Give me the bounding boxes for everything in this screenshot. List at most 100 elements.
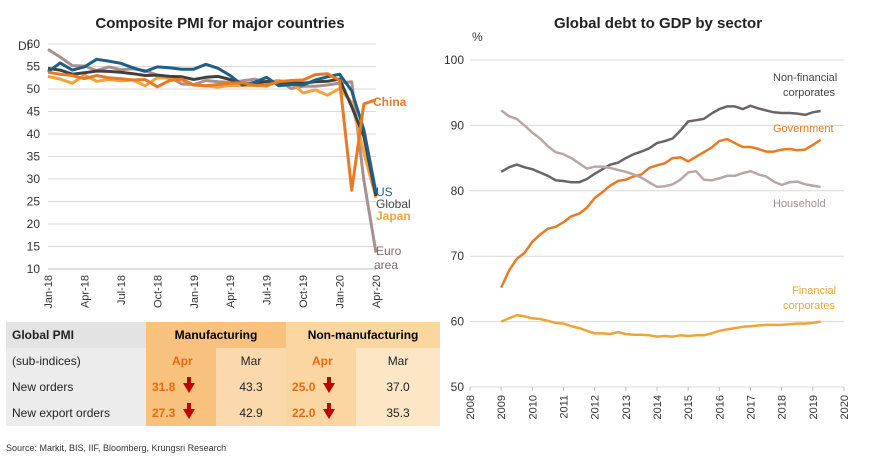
nonmanufacturing-apr-header: Apr	[286, 348, 357, 374]
x-tick-label: Apr-20	[371, 275, 383, 308]
x-tick-label: Jan-20	[335, 275, 347, 309]
y-tick-label: 30	[27, 172, 41, 186]
y-tick-label: 55	[27, 60, 41, 74]
x-tick-label: 2018	[777, 395, 789, 419]
manufacturing-header: Manufacturing	[146, 322, 287, 348]
x-tick-label: Jan-19	[189, 275, 201, 309]
debt-series-labels: Non-financial corporates Government Hous…	[773, 72, 837, 312]
debt-y-unit: %	[472, 30, 483, 44]
series-label-japan: Japan	[376, 209, 411, 223]
value-cell: 43.3	[216, 374, 287, 400]
y-tick-label: 10	[27, 262, 41, 276]
pmi-y-unit: DI	[18, 39, 30, 53]
series-line-government	[500, 137, 822, 289]
series-line-global	[47, 66, 378, 197]
series-label-financial-1: Financial	[792, 285, 836, 297]
table-subheader-row: (sub-indices) Apr Mar Apr Mar	[6, 348, 441, 374]
series-label-nonfin-2: corporates	[783, 87, 835, 99]
y-tick-label: 60	[27, 37, 41, 51]
series-line-financial	[500, 313, 821, 338]
row-label: New export orders	[6, 400, 146, 426]
x-tick-label: 2020	[839, 395, 851, 419]
value-cell: 22.0	[292, 406, 316, 420]
x-tick-label: Apr-19	[225, 275, 237, 308]
x-tick-label: 2014	[652, 395, 664, 419]
global-pmi-table: Global PMI Manufacturing Non-manufacturi…	[6, 322, 441, 426]
y-tick-label: 90	[451, 118, 465, 132]
y-tick-label: 100	[444, 53, 464, 67]
x-tick-label: Jan-18	[43, 275, 55, 309]
x-tick-label: Jul-19	[262, 275, 274, 305]
x-tick-label: 2008	[465, 395, 477, 419]
row-label: New orders	[6, 374, 146, 400]
series-line-china	[47, 70, 377, 192]
x-tick-label: Jul-18	[116, 275, 128, 305]
table-title: Global PMI	[6, 322, 146, 348]
x-tick-label: 2010	[527, 395, 539, 419]
series-label-household: Household	[773, 198, 826, 210]
y-tick-label: 50	[451, 380, 465, 394]
pmi-series-labels: China US Global Japan Euro area	[373, 95, 411, 272]
series-label-china: China	[373, 95, 407, 109]
down-arrow-icon	[323, 402, 336, 419]
series-line-us	[47, 57, 378, 193]
nonmanufacturing-header: Non-manufacturing	[286, 322, 441, 348]
table-header-row: Global PMI Manufacturing Non-manufacturi…	[6, 322, 441, 348]
series-label-financial-2: corporates	[783, 300, 835, 312]
debt-x-ticks: 2008 2009 2010 2011 2012 2013 2014 2015 2016 2017…	[465, 387, 851, 419]
value-cell: 37.0	[356, 374, 441, 400]
debt-y-ticks: 50 60 70 80 90 100	[444, 53, 464, 394]
debt-series-lines	[500, 104, 822, 338]
y-tick-label: 60	[451, 315, 465, 329]
debt-gridlines	[470, 59, 844, 388]
pmi-y-ticks: 10 15 20 25 30 35 40 45 50 55 60	[27, 37, 41, 276]
y-tick-label: 20	[27, 217, 41, 231]
x-tick-label: 2013	[621, 395, 633, 419]
table-row: New orders 31.8 43.3 25.0 37.0	[6, 374, 441, 400]
table-row: New export orders 27.3 42.9 22.0 35.3	[6, 400, 441, 426]
value-cell: 35.3	[356, 400, 441, 426]
value-cell: 27.3	[152, 406, 176, 420]
y-tick-label: 25	[27, 195, 41, 209]
manufacturing-mar-header: Mar	[216, 348, 287, 374]
value-cell: 25.0	[292, 380, 316, 394]
x-tick-label: 2012	[590, 395, 602, 419]
x-tick-label: 2009	[496, 395, 508, 419]
down-arrow-icon	[323, 376, 336, 393]
x-tick-label: 2017	[746, 395, 758, 419]
y-tick-label: 70	[451, 249, 465, 263]
x-tick-label: 2011	[559, 395, 571, 419]
manufacturing-apr-header: Apr	[146, 348, 216, 374]
series-line-euro-area	[47, 48, 378, 254]
value-cell: 42.9	[216, 400, 287, 426]
x-tick-label: Oct-18	[152, 275, 164, 308]
series-label-global: Global	[376, 197, 411, 211]
down-arrow-icon	[183, 376, 196, 393]
series-label-euro-area: area	[374, 258, 398, 272]
series-label-nonfin-1: Non-financial	[773, 72, 837, 84]
y-tick-label: 80	[451, 184, 465, 198]
x-tick-label: Oct-19	[298, 275, 310, 308]
series-label-government: Government	[773, 123, 834, 135]
pmi-x-ticks: Jan-18 Apr-18 Jul-18 Oct-18 Jan-19 Apr-19 Jul-…	[43, 275, 383, 309]
y-tick-label: 15	[27, 240, 41, 254]
table-subtitle: (sub-indices)	[6, 348, 146, 374]
pmi-series-lines	[47, 48, 378, 254]
y-tick-label: 50	[27, 82, 41, 96]
series-line-household	[500, 109, 821, 189]
series-label-us: US	[376, 185, 393, 199]
x-tick-label: 2016	[714, 395, 726, 419]
y-tick-label: 40	[27, 127, 41, 141]
debt-chart-title: Global debt to GDP by sector	[554, 15, 762, 32]
x-tick-label: Apr-18	[79, 275, 91, 308]
x-tick-label: 2019	[808, 395, 820, 419]
value-cell: 31.8	[152, 380, 176, 394]
source-note: Source: Markit, BIS, IIF, Bloomberg, Kru…	[6, 443, 227, 453]
nonmanufacturing-mar-header: Mar	[356, 348, 441, 374]
y-tick-label: 35	[27, 150, 41, 164]
debt-to-gdp-chart: Global debt to GDP by sector % 50 60 70 80 9…	[444, 15, 851, 419]
series-line-nonfin	[500, 104, 821, 184]
composite-pmi-chart: Composite PMI for major countries DI 10 1…	[18, 15, 411, 309]
x-tick-label: 2015	[683, 395, 695, 419]
pmi-chart-title: Composite PMI for major countries	[95, 15, 344, 32]
